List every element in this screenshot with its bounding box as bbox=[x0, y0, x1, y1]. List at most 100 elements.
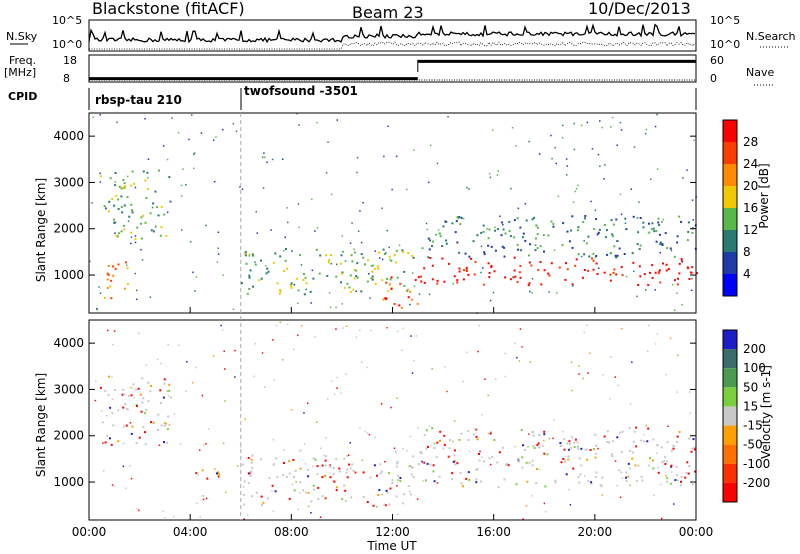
power-cell bbox=[584, 217, 586, 220]
velocity-cell bbox=[678, 431, 681, 433]
power-noise bbox=[565, 158, 568, 160]
power-cell bbox=[445, 242, 448, 245]
velocity-cell bbox=[412, 455, 415, 458]
power-cell bbox=[407, 296, 410, 299]
velocity-cell bbox=[625, 471, 628, 474]
velocity-cell bbox=[448, 439, 451, 442]
power-cell bbox=[687, 230, 690, 233]
power-noise bbox=[341, 235, 344, 237]
velocity-cell bbox=[573, 441, 576, 444]
velocity-noise bbox=[100, 410, 103, 412]
velocity-cell bbox=[675, 465, 678, 468]
power-cell bbox=[244, 254, 247, 257]
velocity-noise bbox=[364, 430, 366, 433]
power-cell bbox=[350, 254, 353, 257]
velocity-noise bbox=[247, 514, 249, 517]
velocity-noise bbox=[396, 485, 398, 487]
power-cell bbox=[108, 200, 111, 203]
power-cell bbox=[615, 218, 618, 221]
power-noise bbox=[336, 263, 338, 266]
power-panel-bg bbox=[89, 113, 696, 313]
velocity-cell bbox=[168, 423, 171, 426]
velocity-cell bbox=[570, 436, 573, 439]
power-noise bbox=[182, 168, 184, 170]
power-noise bbox=[620, 129, 623, 131]
power-cell bbox=[117, 208, 120, 210]
velocity-cell bbox=[568, 440, 571, 443]
velocity-noise bbox=[531, 495, 533, 497]
power-cell bbox=[528, 282, 531, 285]
power-cell bbox=[603, 224, 606, 226]
velocity-noise bbox=[272, 510, 275, 513]
power-cell bbox=[658, 269, 661, 272]
power-cell bbox=[245, 262, 248, 265]
velocity-noise bbox=[484, 378, 486, 380]
velocity-cell bbox=[647, 464, 650, 467]
power-noise bbox=[412, 272, 414, 274]
power-cell bbox=[396, 276, 399, 279]
power-cell bbox=[688, 278, 691, 280]
power-noise bbox=[426, 228, 429, 231]
power-noise bbox=[151, 206, 154, 209]
power-cell bbox=[416, 302, 419, 305]
velocity-cell bbox=[104, 441, 107, 444]
velocity-noise bbox=[95, 380, 97, 383]
velocity-cell bbox=[126, 408, 129, 411]
velocity-noise bbox=[359, 329, 361, 331]
velocity-cell bbox=[493, 439, 496, 441]
velocity-cell bbox=[292, 458, 295, 461]
power-cell bbox=[393, 254, 396, 257]
power-cell bbox=[386, 277, 389, 280]
velocity-cell bbox=[276, 476, 279, 479]
velocity-noise bbox=[428, 425, 431, 428]
x-tick-label: 12:00 bbox=[375, 525, 410, 539]
velocity-noise bbox=[293, 348, 295, 350]
velocity-noise bbox=[614, 460, 617, 462]
power-cell bbox=[456, 279, 459, 282]
power-noise bbox=[428, 293, 431, 296]
velocity-noise bbox=[306, 402, 309, 404]
velocity-cell bbox=[685, 471, 688, 474]
power-cell bbox=[371, 264, 374, 267]
power-cell bbox=[583, 269, 586, 271]
power-cell bbox=[547, 234, 550, 237]
power-cell bbox=[503, 246, 506, 249]
velocity-cell bbox=[462, 485, 464, 488]
velocity-cell bbox=[663, 460, 666, 463]
power-cell bbox=[638, 248, 641, 251]
velocity-cell bbox=[574, 438, 577, 441]
colorbar-swatch bbox=[723, 274, 737, 296]
power-cell bbox=[459, 223, 462, 226]
velocity-noise bbox=[672, 446, 675, 448]
velocity-cell bbox=[114, 388, 117, 391]
power-cell bbox=[582, 221, 585, 224]
velocity-noise bbox=[129, 422, 132, 424]
y-tick-label: 3000 bbox=[53, 175, 84, 189]
power-cell bbox=[468, 255, 471, 258]
power-noise bbox=[383, 155, 385, 158]
velocity-cell bbox=[218, 473, 220, 476]
velocity-cell bbox=[312, 488, 315, 491]
velocity-noise bbox=[504, 375, 506, 378]
power-cell bbox=[131, 209, 133, 212]
power-cell bbox=[638, 265, 641, 268]
velocity-cell bbox=[407, 485, 410, 488]
velocity-cell bbox=[418, 463, 420, 466]
power-noise bbox=[235, 130, 238, 132]
power-cell bbox=[490, 245, 493, 248]
velocity-noise bbox=[411, 372, 414, 374]
velocity-cell bbox=[275, 457, 278, 460]
velocity-noise bbox=[688, 391, 691, 393]
velocity-cell bbox=[260, 495, 263, 498]
power-cell bbox=[550, 220, 553, 223]
velocity-cell bbox=[435, 456, 438, 459]
velocity-noise bbox=[528, 433, 530, 435]
power-noise bbox=[351, 222, 353, 224]
power-cell bbox=[566, 230, 569, 233]
beam-label: Beam 23 bbox=[352, 3, 424, 22]
power-noise bbox=[413, 149, 415, 151]
power-cell bbox=[341, 250, 344, 253]
velocity-noise bbox=[103, 470, 105, 472]
power-cell bbox=[637, 284, 640, 286]
velocity-cell bbox=[594, 433, 597, 436]
